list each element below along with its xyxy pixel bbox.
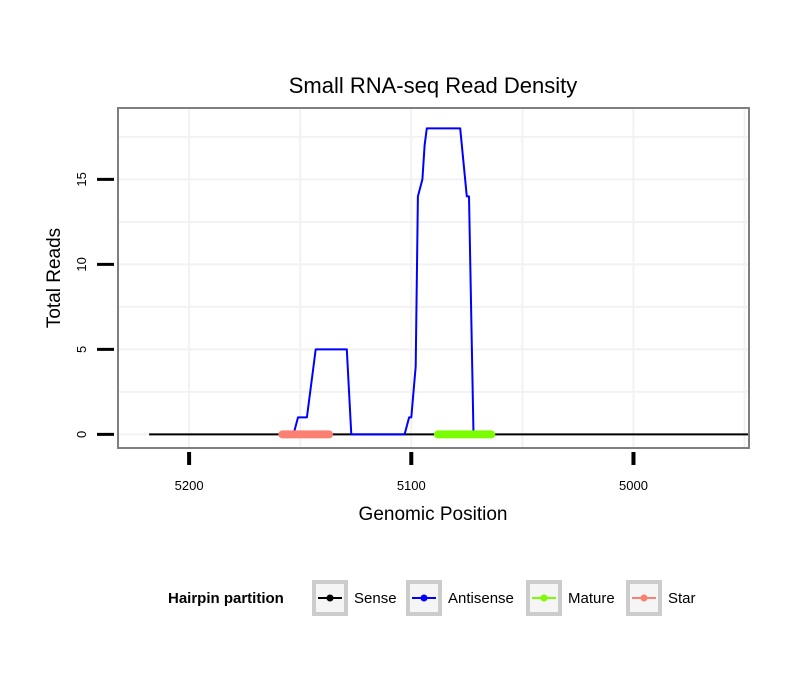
y-tick-label: 5 — [74, 346, 89, 353]
plot-border — [117, 107, 750, 449]
legend-item-mature: Mature — [526, 580, 615, 616]
legend-label: Mature — [568, 590, 615, 607]
legend-key-point — [326, 594, 334, 602]
legend-label: Star — [668, 590, 696, 607]
y-axis-title: Total Reads — [44, 228, 65, 328]
plot-panel — [118, 108, 749, 448]
legend-item-sense: Sense — [312, 580, 397, 616]
legend-title: Hairpin partition — [168, 590, 284, 607]
legend-item-antisense: Antisense — [406, 580, 514, 616]
legend-key-point — [640, 594, 648, 602]
legend-label: Sense — [354, 590, 397, 607]
x-axis-title: Genomic Position — [359, 504, 508, 525]
y-tick-label: 10 — [74, 257, 89, 271]
x-tick-label: 5100 — [397, 478, 426, 493]
y-tick-label: 15 — [74, 172, 89, 186]
legend-label: Antisense — [448, 590, 514, 607]
legend: Hairpin partition Sense Antisense Mature St… — [168, 580, 696, 616]
y-tick-label: 0 — [74, 431, 89, 438]
series-layer — [149, 127, 749, 439]
legend-item-star: Star — [626, 580, 696, 616]
grid-lines — [118, 108, 749, 448]
series-antisense-line — [292, 127, 475, 436]
x-tick-label: 5200 — [175, 478, 204, 493]
legend-key-point — [420, 594, 428, 602]
chart-title: Small RNA-seq Read Density — [289, 73, 578, 98]
axes: 5200 5100 5000 0 5 10 15 — [74, 172, 648, 493]
x-tick-label: 5000 — [619, 478, 648, 493]
legend-key-point — [540, 594, 548, 602]
